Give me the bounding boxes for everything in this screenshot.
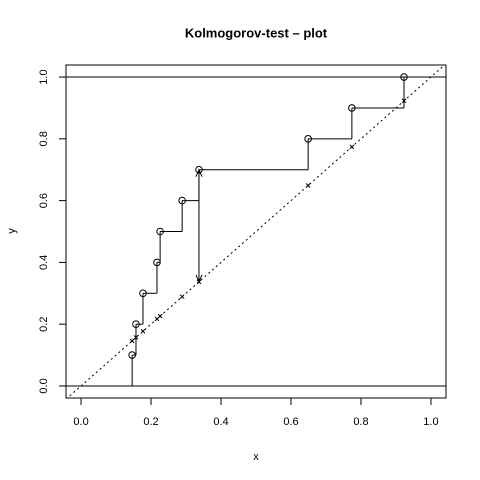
y-tick-label: 0.0 (38, 378, 50, 393)
reference-point (157, 313, 163, 319)
ecdf-point (132, 320, 140, 328)
ecdf-point (304, 135, 312, 143)
ecdf-point (400, 73, 408, 81)
reference-point (179, 294, 185, 300)
x-tick-label: 0.6 (283, 416, 298, 428)
y-tick-label: 0.8 (38, 131, 50, 146)
x-tick-label: 0.2 (143, 416, 158, 428)
x-tick-label: 0.0 (73, 416, 88, 428)
ecdf-point (139, 289, 147, 298)
x-tick-label: 0.8 (353, 416, 368, 428)
reference-point (129, 338, 135, 344)
y-tick-label: 0.4 (38, 255, 50, 270)
x-tick-label: 0.4 (213, 416, 228, 428)
plot-area (66, 65, 446, 398)
ecdf-point (156, 227, 164, 236)
reference-point (401, 98, 407, 104)
y-tick-label: 1.0 (38, 69, 50, 84)
reference-point (305, 183, 311, 188)
max-deviation-arrow (195, 168, 203, 284)
x-axis-label: x (253, 451, 259, 463)
chart-title: Kolmogorov-test – plot (185, 25, 328, 40)
ecdf-point (178, 196, 186, 205)
y-axis-label: y (6, 228, 18, 234)
reference-point (133, 335, 139, 340)
y-tick-label: 0.6 (38, 193, 50, 208)
y-tick-label: 0.2 (38, 317, 50, 332)
ecdf-point (128, 351, 136, 359)
reference-point (349, 144, 355, 150)
x-tick-label: 1.0 (423, 416, 438, 428)
reference-point (140, 328, 146, 334)
ecdf-point (348, 104, 356, 112)
plot-frame (65, 64, 447, 399)
